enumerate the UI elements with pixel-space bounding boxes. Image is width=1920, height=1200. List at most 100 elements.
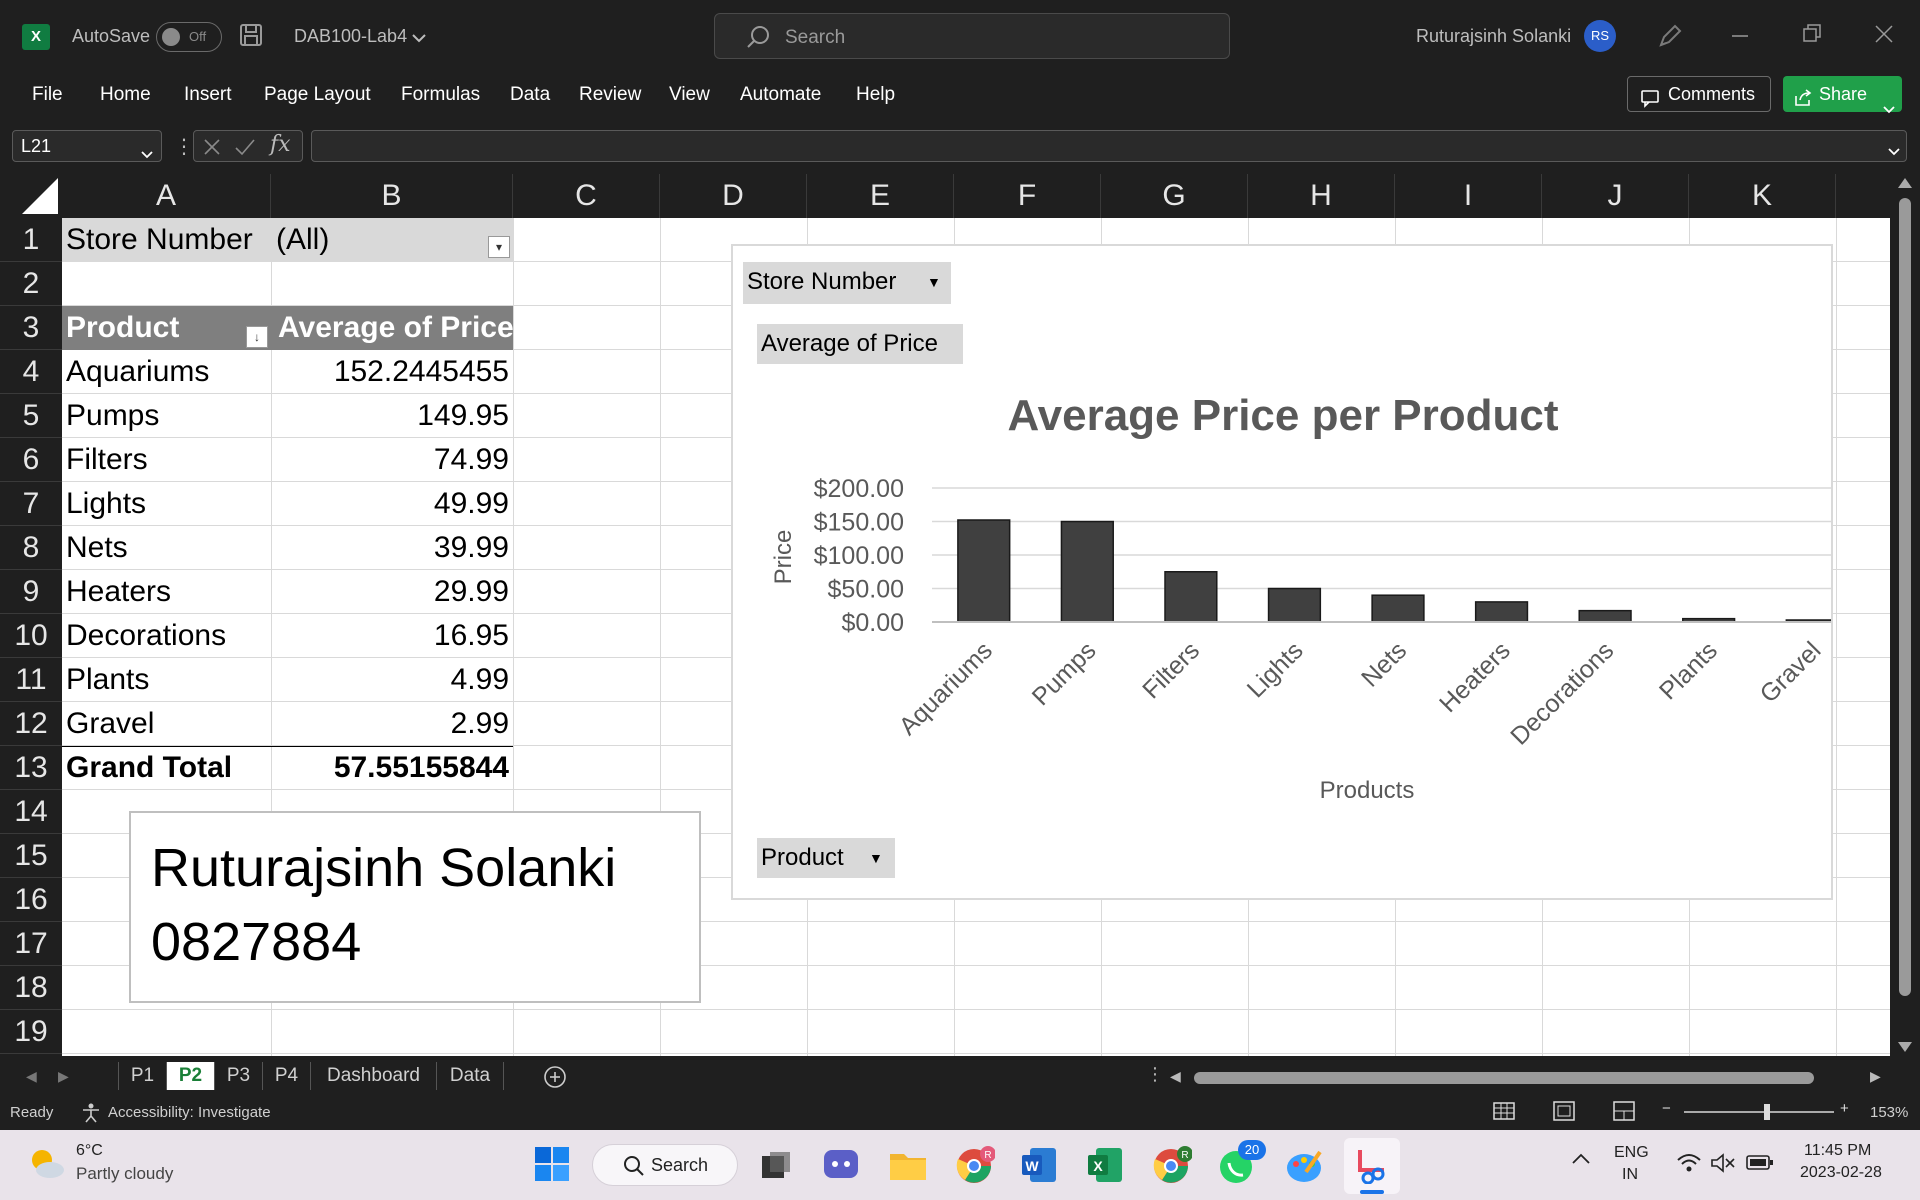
- row-header[interactable]: 6: [0, 438, 62, 482]
- row-header[interactable]: 15: [0, 834, 62, 878]
- pivot-row-value[interactable]: 2.99: [450, 707, 509, 740]
- column-header-c[interactable]: C: [513, 174, 660, 218]
- column-header-h[interactable]: H: [1248, 174, 1395, 218]
- excel-icon[interactable]: X: [1086, 1146, 1124, 1189]
- tab-data[interactable]: Data: [510, 84, 551, 105]
- page-layout-view-icon[interactable]: [1552, 1100, 1576, 1126]
- weather-icon[interactable]: [26, 1144, 66, 1189]
- row-header[interactable]: 18: [0, 966, 62, 1010]
- pivot-filter-value[interactable]: (All): [276, 223, 330, 256]
- row-header[interactable]: 14: [0, 790, 62, 834]
- sheet-tab-p4[interactable]: P4: [262, 1062, 310, 1090]
- insert-function-button[interactable]: fx: [270, 132, 291, 157]
- pivot-row-product[interactable]: Decorations: [66, 619, 227, 652]
- column-header-k[interactable]: K: [1689, 174, 1836, 218]
- language-region[interactable]: IN: [1622, 1166, 1638, 1183]
- pivot-row-product[interactable]: Lights: [66, 487, 147, 520]
- pivot-row-value[interactable]: 29.99: [433, 575, 509, 608]
- normal-view-icon[interactable]: [1492, 1100, 1516, 1126]
- tab-view[interactable]: View: [669, 84, 710, 105]
- select-all-button[interactable]: [0, 174, 62, 218]
- average-of-price-field-button[interactable]: Average of Price: [757, 324, 963, 364]
- scroll-down-icon[interactable]: [1898, 1042, 1912, 1052]
- pivot-row-value[interactable]: 39.99: [433, 531, 509, 564]
- pivot-row-value[interactable]: 74.99: [433, 443, 509, 476]
- row-header[interactable]: 11: [0, 658, 62, 702]
- tab-insert[interactable]: Insert: [184, 84, 232, 105]
- save-icon[interactable]: [238, 22, 264, 53]
- clock-date[interactable]: 2023-02-28: [1800, 1164, 1882, 1181]
- comments-button[interactable]: Comments: [1627, 76, 1771, 112]
- chrome-icon[interactable]: R: [955, 1146, 996, 1191]
- row-header[interactable]: 13: [0, 746, 62, 790]
- pivot-row-value[interactable]: 152.2445455: [333, 355, 509, 388]
- cancel-icon[interactable]: [202, 137, 222, 163]
- pivot-row-value[interactable]: 4.99: [450, 663, 509, 696]
- row-header[interactable]: 16: [0, 878, 62, 922]
- pivot-filter-label[interactable]: Store Number: [66, 223, 253, 256]
- pivot-row-value[interactable]: 149.95: [417, 399, 509, 432]
- wifi-icon[interactable]: [1676, 1152, 1702, 1179]
- pen-icon[interactable]: [1656, 22, 1684, 55]
- next-sheet-icon[interactable]: ▶: [58, 1068, 69, 1084]
- pivot-row-product[interactable]: Filters: [66, 443, 148, 476]
- pivot-row-value[interactable]: 49.99: [433, 487, 509, 520]
- tab-file[interactable]: File: [32, 84, 63, 105]
- file-explorer-icon[interactable]: [888, 1146, 928, 1189]
- word-icon[interactable]: W: [1020, 1146, 1058, 1189]
- column-header-f[interactable]: F: [954, 174, 1101, 218]
- tab-formulas[interactable]: Formulas: [401, 84, 481, 105]
- filter-dropdown-icon[interactable]: ▾: [488, 236, 510, 258]
- zoom-in-icon[interactable]: +: [1840, 1100, 1849, 1117]
- tab-home[interactable]: Home: [100, 84, 151, 105]
- paint-icon[interactable]: [1284, 1146, 1324, 1191]
- sheet-tab-data[interactable]: Data: [436, 1062, 504, 1090]
- pivot-row-product[interactable]: Heaters: [66, 575, 172, 608]
- chevron-down-icon[interactable]: [1883, 90, 1895, 126]
- taskbar-search[interactable]: Search: [592, 1144, 738, 1186]
- row-header[interactable]: 4: [0, 350, 62, 394]
- sheet-tab-dashboard[interactable]: Dashboard: [310, 1062, 436, 1090]
- horizontal-scroll-thumb[interactable]: [1194, 1072, 1814, 1084]
- row-header[interactable]: 3: [0, 306, 62, 350]
- pivot-row-product[interactable]: Aquariums: [66, 355, 210, 388]
- pivot-header-value[interactable]: Average of Price: [278, 311, 514, 344]
- column-header-d[interactable]: D: [660, 174, 807, 218]
- language-code[interactable]: ENG: [1614, 1144, 1649, 1161]
- tab-help[interactable]: Help: [856, 84, 896, 105]
- name-textbox[interactable]: Ruturajsinh Solanki 0827884: [129, 811, 701, 1003]
- accessibility-status[interactable]: Accessibility: Investigate: [108, 1104, 271, 1121]
- column-header-j[interactable]: J: [1542, 174, 1689, 218]
- snipping-tool-active[interactable]: [1344, 1138, 1400, 1194]
- prev-sheet-icon[interactable]: ◀: [26, 1068, 37, 1084]
- scroll-up-icon[interactable]: [1898, 178, 1912, 188]
- pivot-row-product[interactable]: Pumps: [66, 399, 160, 432]
- restore-icon[interactable]: [1802, 22, 1822, 52]
- grand-total-value[interactable]: 57.55155844: [333, 751, 509, 784]
- row-header[interactable]: 5: [0, 394, 62, 438]
- column-header-b[interactable]: B: [271, 174, 513, 218]
- chrome-profile-icon[interactable]: R: [1152, 1146, 1193, 1191]
- search-box[interactable]: Search: [714, 13, 1230, 59]
- chevron-down-icon[interactable]: [141, 143, 153, 164]
- chevron-down-icon[interactable]: [412, 30, 426, 48]
- accessibility-icon[interactable]: [80, 1102, 102, 1128]
- row-header[interactable]: 17: [0, 922, 62, 966]
- row-header[interactable]: 9: [0, 570, 62, 614]
- column-header-a[interactable]: A: [62, 174, 271, 218]
- share-button[interactable]: Share: [1783, 76, 1902, 114]
- tab-review[interactable]: Review: [579, 84, 642, 105]
- more-options-icon[interactable]: ⋮: [1146, 1064, 1164, 1084]
- zoom-level[interactable]: 153%: [1870, 1104, 1909, 1121]
- page-break-view-icon[interactable]: [1612, 1100, 1636, 1126]
- row-header[interactable]: 10: [0, 614, 62, 658]
- chevron-up-icon[interactable]: [1572, 1152, 1590, 1170]
- row-header[interactable]: 1: [0, 218, 62, 262]
- product-field-button[interactable]: Product ▼: [757, 838, 895, 878]
- windows-start-icon[interactable]: [534, 1146, 570, 1187]
- scroll-right-icon[interactable]: ▶: [1870, 1068, 1881, 1084]
- zoom-out-icon[interactable]: −: [1662, 1100, 1671, 1117]
- file-name[interactable]: DAB100-Lab4: [294, 26, 408, 46]
- zoom-slider[interactable]: [1684, 1111, 1834, 1113]
- row-header[interactable]: 19: [0, 1010, 62, 1054]
